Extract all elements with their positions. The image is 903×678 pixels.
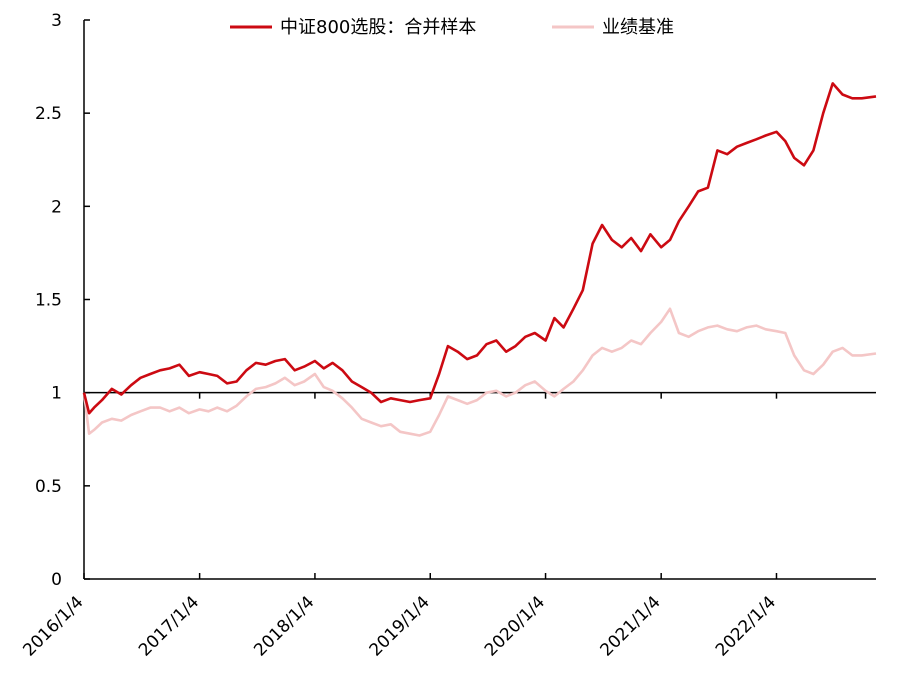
x-tick-label: 2019/1/4 [366,592,434,660]
series-layer [82,82,877,437]
y-axis: 0 0.5 1 1.5 2 2.5 3 [35,11,90,590]
y-tick-label: 2.5 [35,104,62,124]
series-line-main [82,82,877,415]
x-tick-label: 2016/1/4 [19,592,87,660]
series-line-benchmark [82,307,877,437]
x-tick-label: 2020/1/4 [481,592,549,660]
x-tick-label: 2022/1/4 [712,592,780,660]
y-tick-label: 1.5 [35,291,62,311]
x-tick-label: 2021/1/4 [597,592,665,660]
y-tick-label: 0.5 [35,477,62,497]
y-tick-label: 0 [51,570,62,590]
legend-label-benchmark: 业绩基准 [602,17,674,38]
legend-label-main: 中证800选股：合并样本 [280,17,476,38]
y-tick-label: 2 [51,197,62,217]
y-tick-label: 1 [51,384,62,404]
x-axis: 2016/1/4 2017/1/4 2018/1/4 2019/1/4 2020/1/4… [19,573,876,661]
x-tick-label: 2018/1/4 [250,592,318,660]
y-tick-label: 3 [51,11,62,31]
legend: 中证800选股：合并样本 业绩基准 [230,17,674,38]
x-tick-label: 2017/1/4 [135,592,203,660]
